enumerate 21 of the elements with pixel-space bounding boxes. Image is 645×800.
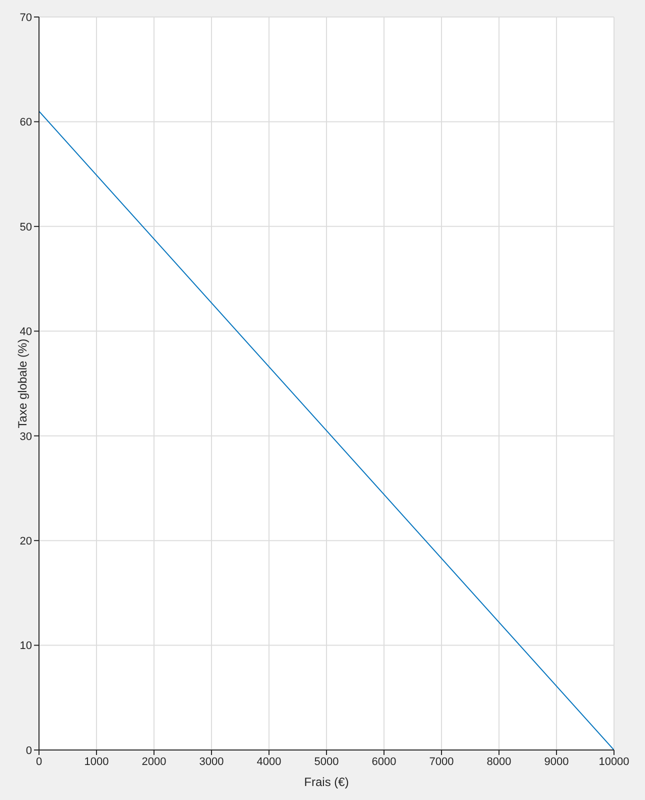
y-tick-label: 50 — [20, 221, 32, 234]
x-tick-label: 4000 — [256, 756, 282, 768]
x-tick-label: 5000 — [314, 756, 339, 768]
y-tick-label: 10 — [20, 640, 32, 652]
x-tick-label: 3000 — [199, 756, 224, 768]
x-tick-label: 7000 — [429, 756, 454, 768]
x-tick-label: 9000 — [544, 756, 569, 768]
y-tick-label: 30 — [20, 430, 32, 443]
y-axis-title: Taxe globale (%) — [15, 338, 30, 428]
y-tick-label: 70 — [20, 12, 32, 24]
y-tick-label: 60 — [20, 116, 32, 129]
y-tick-label: 20 — [20, 535, 32, 548]
y-tick-label: 40 — [20, 326, 32, 338]
x-tick-label: 1000 — [84, 756, 109, 768]
x-tick-label: 0 — [36, 756, 42, 768]
x-axis-title: Frais (€) — [304, 775, 349, 789]
x-tick-label: 6000 — [372, 756, 396, 768]
x-tick-label: 10000 — [598, 756, 630, 768]
x-tick-label: 8000 — [486, 756, 512, 768]
x-tick-label: 2000 — [142, 756, 166, 768]
y-tick-label: 0 — [26, 744, 32, 757]
